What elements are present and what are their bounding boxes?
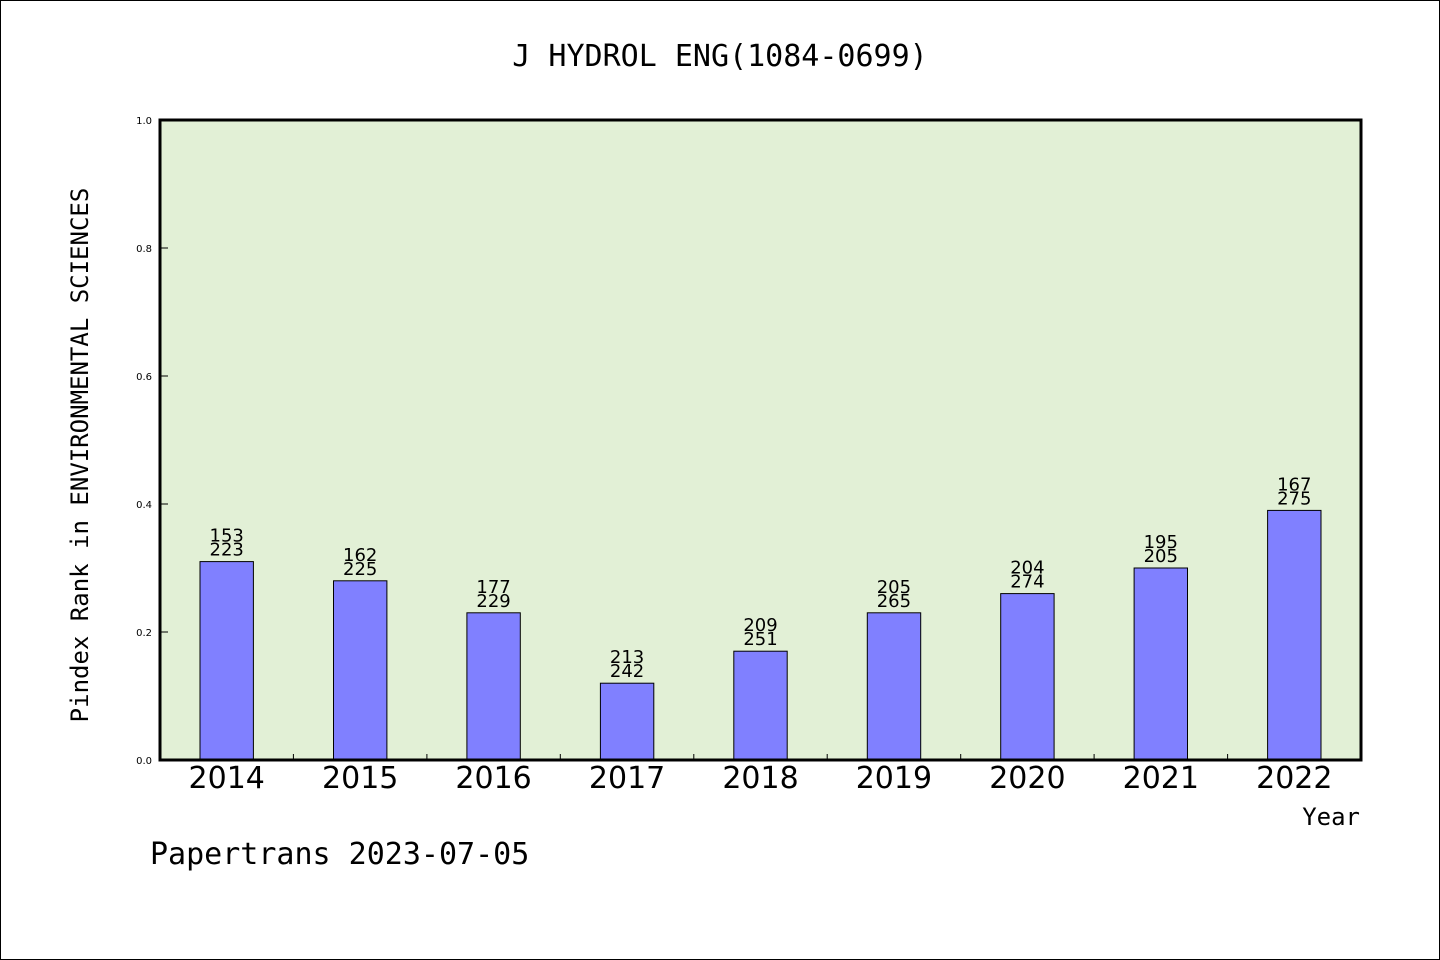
bars-group <box>199 509 1322 761</box>
x-tick-label: 2016 <box>455 761 531 796</box>
bar-2018 <box>733 650 788 761</box>
x-tick-label: 2020 <box>989 761 1065 796</box>
bar-2020 <box>1000 593 1055 761</box>
x-tick-label: 2019 <box>856 761 932 796</box>
bar-2016 <box>466 612 521 761</box>
bar-total-label: 223 <box>210 540 244 561</box>
y-ticks-group: 0.0 0.2 0.4 0.6 0.8 1.0 <box>136 116 168 767</box>
bar-rank-label: 153 <box>210 526 244 547</box>
x-tick-label: 2022 <box>1256 761 1332 796</box>
footer-text: Papertrans 2023-07-05 <box>150 837 529 872</box>
bar-rank-label: 213 <box>610 647 644 668</box>
bar-2021 <box>1133 567 1188 761</box>
bar-2019 <box>866 612 922 761</box>
bar-total-label: 205 <box>1144 546 1178 567</box>
bar-2015 <box>333 580 388 761</box>
y-tick-label: 1.0 <box>136 116 152 127</box>
x-ticks-group: 2014 2015 2016 2017 2018 2019 2020 2021 2022 <box>189 754 1332 796</box>
bar-rank-label: 167 <box>1277 474 1311 495</box>
bar-rank-label: 162 <box>343 545 377 566</box>
y-axis-label: Pindex Rank in ENVIRONMENTAL SCIENCES <box>66 188 94 723</box>
bar-total-label: 242 <box>610 661 644 682</box>
bar-2014 <box>199 561 254 761</box>
bar-total-label: 225 <box>343 559 377 580</box>
y-tick-label: 0.4 <box>136 500 152 511</box>
bar-rank-label: 205 <box>877 577 911 598</box>
bar-total-label: 275 <box>1277 488 1311 509</box>
x-tick-label: 2018 <box>722 761 798 796</box>
y-tick-label: 0.6 <box>136 372 152 383</box>
chart-title: J HYDROL ENG(1084-0699) <box>512 39 927 74</box>
bar-total-label: 265 <box>877 591 911 612</box>
bar-rank-label: 177 <box>476 577 510 598</box>
bar-total-label: 274 <box>1010 572 1044 593</box>
bar-total-label: 251 <box>743 629 777 650</box>
bar-rank-label: 204 <box>1010 558 1044 579</box>
bar-2022 <box>1267 509 1322 761</box>
plot-border <box>158 118 1363 762</box>
x-tick-label: 2017 <box>589 761 665 796</box>
bar-rank-label: 209 <box>743 615 777 636</box>
y-tick-label: 0.2 <box>136 628 152 639</box>
bar-2017 <box>599 682 655 761</box>
bar-rank-label: 195 <box>1144 532 1178 553</box>
y-tick-label: 0.0 <box>136 756 152 767</box>
y-tick-label: 0.8 <box>136 244 152 255</box>
x-tick-label: 2021 <box>1123 761 1199 796</box>
x-axis-label: Year <box>1302 803 1360 831</box>
x-tick-label: 2014 <box>189 761 265 796</box>
bar-total-label: 229 <box>476 591 510 612</box>
x-tick-label: 2015 <box>322 761 398 796</box>
